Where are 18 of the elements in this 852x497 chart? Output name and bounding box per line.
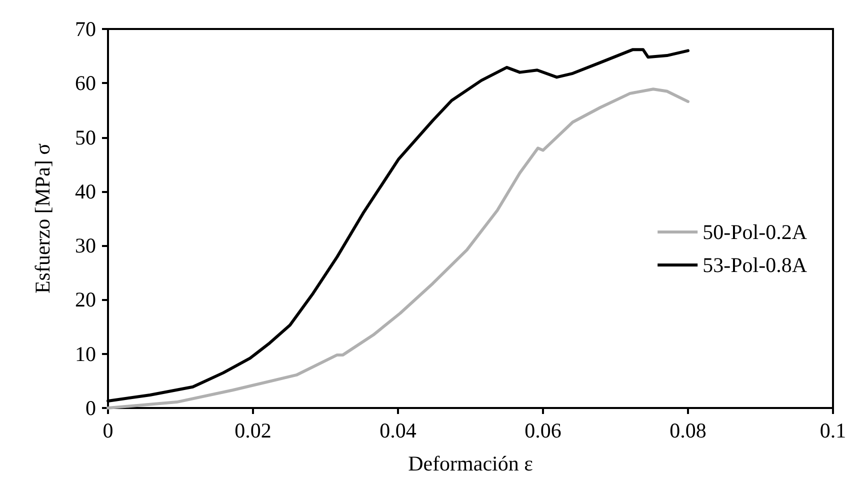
x-tick-label: 0.08 bbox=[670, 418, 706, 442]
y-tick-label: 0 bbox=[86, 396, 96, 420]
x-tick-label: 0 bbox=[102, 418, 114, 442]
y-tick-label: 40 bbox=[75, 179, 96, 204]
legend-label: 53-Pol-0.8A bbox=[702, 253, 808, 277]
y-tick-label: 70 bbox=[75, 17, 96, 41]
x-tick-label: 0.04 bbox=[380, 418, 417, 442]
y-tick-label: 30 bbox=[75, 234, 96, 258]
legend-label: 50-Pol-0.2A bbox=[702, 220, 808, 244]
x-tick-label: 0.1 bbox=[820, 418, 846, 442]
x-tick-label: 0.06 bbox=[524, 418, 562, 442]
y-axis-title: Esfuerzo [MPa] σ bbox=[30, 143, 54, 294]
y-tick-label: 60 bbox=[75, 71, 96, 96]
y-tick-label: 10 bbox=[75, 342, 96, 366]
y-tick-label: 50 bbox=[75, 125, 96, 150]
y-tick-label: 20 bbox=[75, 288, 96, 312]
x-axis-title: Deformación ε bbox=[408, 452, 534, 476]
x-tick-label: 0.02 bbox=[234, 418, 272, 442]
